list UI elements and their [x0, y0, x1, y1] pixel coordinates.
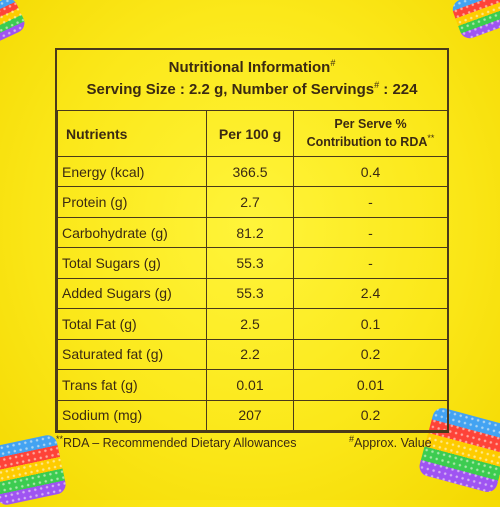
- per100-value: 2.2: [206, 338, 294, 371]
- nutrient-name: Carbohydrate (g): [57, 216, 207, 249]
- table-row: Added Sugars (g) 55.3 2.4: [57, 277, 448, 310]
- per100-value: 55.3: [206, 247, 294, 279]
- footnote-rda-text: RDA – Recommended Dietary Allowances: [63, 436, 297, 451]
- rda-value: -: [293, 186, 448, 218]
- per100-value: 2.5: [206, 308, 294, 340]
- per100-value: 0.01: [206, 369, 294, 401]
- header-per-serve: Per Serve % Contribution to RDA**: [293, 110, 448, 157]
- serving-size-text: Serving Size : 2.2 g, Number of Servings: [86, 81, 375, 98]
- serving-info: Serving Size : 2.2 g, Number of Servings…: [57, 80, 447, 98]
- footnote-approx: #Approx. Value: [349, 434, 432, 450]
- header-per100: Per 100 g: [206, 110, 294, 157]
- title-mark: #: [330, 58, 336, 68]
- candy-decoration-top-left: [0, 0, 28, 45]
- per100-value: 366.5: [206, 155, 294, 188]
- footnote-rda: **RDA – Recommended Dietary Allowances: [56, 434, 296, 450]
- rda-value: 0.2: [293, 338, 448, 371]
- table-row: Sodium (mg) 207 0.2: [57, 399, 448, 431]
- per100-value: 2.7: [206, 186, 294, 218]
- table-row: Energy (kcal) 366.5 0.4: [57, 155, 448, 188]
- rda-value: 0.01: [293, 369, 448, 401]
- table-row: Saturated fat (g) 2.2 0.2: [57, 338, 448, 371]
- table-row: Trans fat (g) 0.01 0.01: [57, 369, 448, 401]
- per100-value: 207: [206, 399, 294, 431]
- footnote-approx-text: Approx. Value: [354, 436, 432, 451]
- nutrient-name: Total Fat (g): [57, 308, 207, 340]
- per100-value: 55.3: [206, 277, 294, 310]
- nutrient-name: Saturated fat (g): [57, 338, 207, 371]
- nutrient-name: Trans fat (g): [57, 369, 207, 401]
- table-row: Total Fat (g) 2.5 0.1: [57, 308, 448, 340]
- rda-value: -: [293, 247, 448, 279]
- table-row: Carbohydrate (g) 81.2 -: [57, 216, 448, 249]
- per100-value: 81.2: [206, 216, 294, 249]
- nutrition-panel: Nutritional Information# Serving Size : …: [55, 48, 449, 433]
- rda-value: 0.4: [293, 155, 448, 188]
- header-per-serve-line2: Contribution to RDA: [306, 135, 428, 150]
- candy-decoration-top-right: [449, 0, 500, 42]
- nutrient-name: Protein (g): [57, 186, 207, 218]
- serving-count: : 224: [383, 81, 418, 98]
- nutrition-title: Nutritional Information#: [57, 58, 447, 76]
- rda-value: -: [293, 216, 448, 249]
- nutrient-name: Added Sugars (g): [57, 277, 207, 310]
- nutrition-table: Nutrients Per 100 g Per Serve % Contribu…: [57, 110, 448, 431]
- header-per-serve-mark: **: [427, 133, 435, 144]
- footnote-approx-mark: #: [349, 434, 355, 444]
- rda-value: 0.2: [293, 399, 448, 431]
- table-header-row: Nutrients Per 100 g Per Serve % Contribu…: [57, 110, 448, 157]
- footnote-rda-mark: **: [56, 434, 64, 444]
- header-nutrients: Nutrients: [57, 110, 207, 157]
- serving-mark: #: [374, 80, 380, 90]
- rda-value: 2.4: [293, 277, 448, 310]
- header-per-serve-line1: Per Serve %: [334, 117, 407, 132]
- nutrient-name: Sodium (mg): [57, 399, 207, 431]
- nutrition-title-text: Nutritional Information: [168, 59, 331, 76]
- nutrient-name: Energy (kcal): [57, 155, 207, 188]
- rda-value: 0.1: [293, 308, 448, 340]
- table-row: Protein (g) 2.7 -: [57, 186, 448, 218]
- nutrient-name: Total Sugars (g): [57, 247, 207, 279]
- table-row: Total Sugars (g) 55.3 -: [57, 247, 448, 279]
